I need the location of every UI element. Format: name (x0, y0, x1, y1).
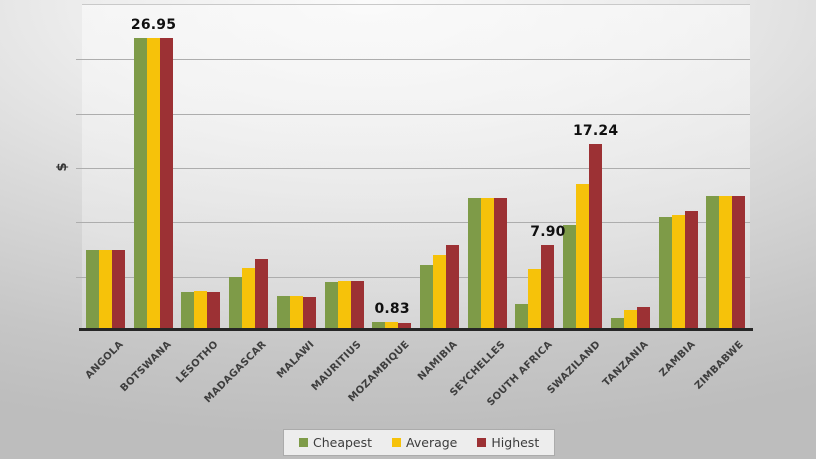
bar-cheapest (372, 321, 386, 331)
bar-highest (732, 196, 746, 331)
gridline (76, 168, 750, 169)
legend-item: Average (392, 435, 457, 450)
bar-average (433, 254, 446, 331)
legend-swatch-cheapest (299, 438, 308, 447)
bar-highest (207, 291, 221, 331)
legend: Cheapest Average Highest (283, 429, 556, 456)
bar-average (623, 310, 637, 331)
bar-average (242, 267, 256, 331)
gridline (76, 276, 750, 278)
bar-highest (541, 245, 555, 331)
data-label: 0.83 (374, 300, 410, 317)
bar-cheapest (467, 198, 481, 331)
bar-average (480, 198, 494, 331)
bar-cheapest (420, 264, 433, 331)
bar-average (337, 281, 351, 331)
y-axis-title: $ (55, 162, 70, 172)
bar-average (528, 269, 542, 331)
bar-cheapest (276, 296, 290, 331)
bar-highest (446, 245, 459, 331)
bar-highest (302, 297, 316, 331)
legend-item: Cheapest (299, 435, 372, 450)
bar-average (194, 291, 208, 331)
bar-highest (112, 249, 125, 331)
gridline (76, 113, 750, 115)
bar-average (671, 214, 685, 331)
bar-highest (255, 259, 269, 331)
bar-cheapest (610, 317, 624, 331)
gridline (76, 222, 750, 224)
legend-label: Average (406, 435, 458, 450)
plot-area (76, 4, 750, 331)
legend-swatch-average (392, 438, 402, 447)
legend-swatch-highest (477, 438, 487, 447)
bar-cheapest (658, 216, 672, 331)
bar-highest (493, 198, 507, 331)
x-axis-label: ZIMBABWE (693, 339, 746, 392)
bar-average (576, 184, 590, 331)
bar-cheapest (86, 249, 99, 331)
bar-highest (398, 323, 412, 331)
bar-highest (350, 281, 364, 331)
bar-highest (684, 211, 698, 331)
bar-cheapest (229, 276, 243, 331)
legend-item: Highest (477, 435, 539, 450)
bar-cheapest (706, 196, 720, 331)
bar-cheapest (515, 303, 529, 331)
bar-cheapest (324, 282, 338, 331)
bar-average (719, 196, 733, 331)
x-axis-line (79, 328, 753, 331)
bar-cheapest (563, 224, 577, 331)
bar-average (289, 296, 303, 331)
bar-average (146, 38, 160, 331)
bar-highest (159, 38, 173, 331)
gridline (76, 59, 750, 61)
data-label: 7.90 (530, 224, 566, 241)
legend-label: Cheapest (313, 435, 373, 450)
data-label: 17.24 (572, 122, 619, 139)
bar-average (385, 322, 399, 331)
data-label: 26.95 (130, 17, 177, 34)
bar-average (99, 249, 112, 331)
bar-highest (636, 307, 650, 331)
bar-cheapest (133, 38, 147, 331)
bar-cheapest (181, 291, 195, 331)
legend-label: Highest (491, 435, 540, 450)
bar-highest (589, 143, 603, 331)
